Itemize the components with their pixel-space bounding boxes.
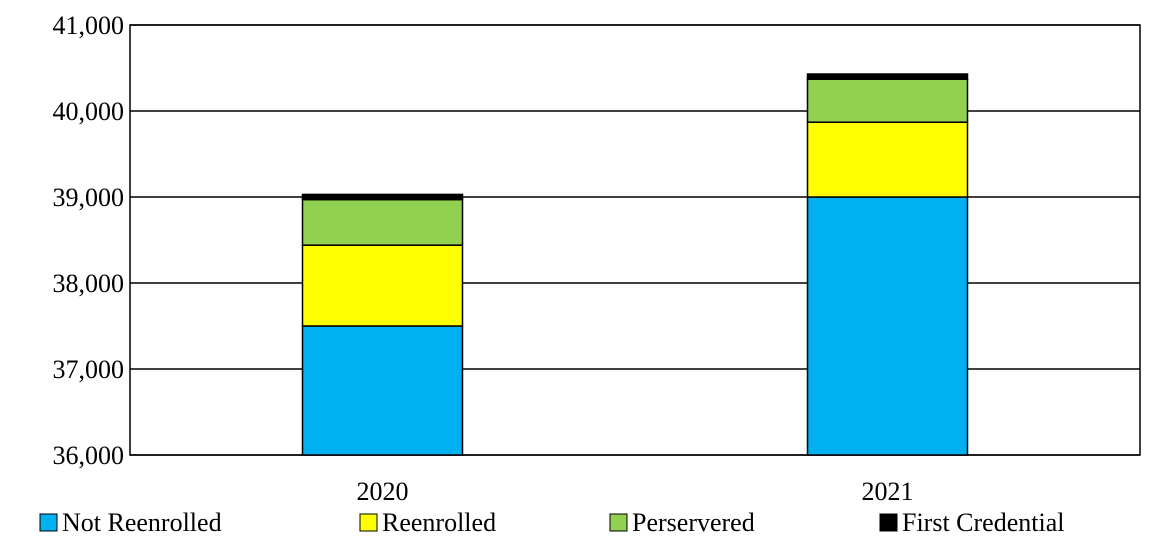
legend-label: First Credential: [902, 508, 1064, 537]
x-axis-category-labels: 2020 2021: [357, 477, 914, 506]
y-tick-label: 36,000: [53, 441, 125, 470]
legend-swatch: [39, 513, 58, 532]
gridlines: [130, 24, 1140, 456]
bar-segment-perservered-2021: [806, 78, 969, 123]
legend-label: Perservered: [632, 508, 755, 537]
bar-segment-first-credential-2020: [301, 193, 464, 201]
bar-segment-not-reenrolled-2021: [806, 196, 969, 456]
legend-swatch: [359, 513, 378, 532]
y-tick-label: 41,000: [53, 11, 125, 40]
y-tick-label: 39,000: [53, 183, 125, 212]
legend-label: Reenrolled: [382, 508, 496, 537]
bar-segment-reenrolled-2020: [301, 244, 464, 327]
y-axis-tick-labels: 36,000 37,000 38,000 39,000 40,000 41,000: [53, 11, 125, 470]
x-category-label: 2021: [862, 477, 914, 506]
legend-label: Not Reenrolled: [62, 508, 222, 537]
legend-swatch: [609, 513, 628, 532]
y-tick-label: 40,000: [53, 97, 125, 126]
y-tick-label: 38,000: [53, 269, 125, 298]
bar-segment-perservered-2020: [301, 198, 464, 246]
bars: [301, 73, 969, 456]
x-category-label: 2020: [357, 477, 409, 506]
y-tick-label: 37,000: [53, 355, 125, 384]
bar-segment-not-reenrolled-2020: [301, 325, 464, 456]
legend: Not Reenrolled Reenrolled Perservered First…: [39, 508, 1064, 537]
plot-frame: [129, 24, 1141, 456]
bar-segment-first-credential-2021: [806, 73, 969, 80]
legend-swatch: [879, 513, 898, 532]
bar-segment-reenrolled-2021: [806, 121, 969, 198]
